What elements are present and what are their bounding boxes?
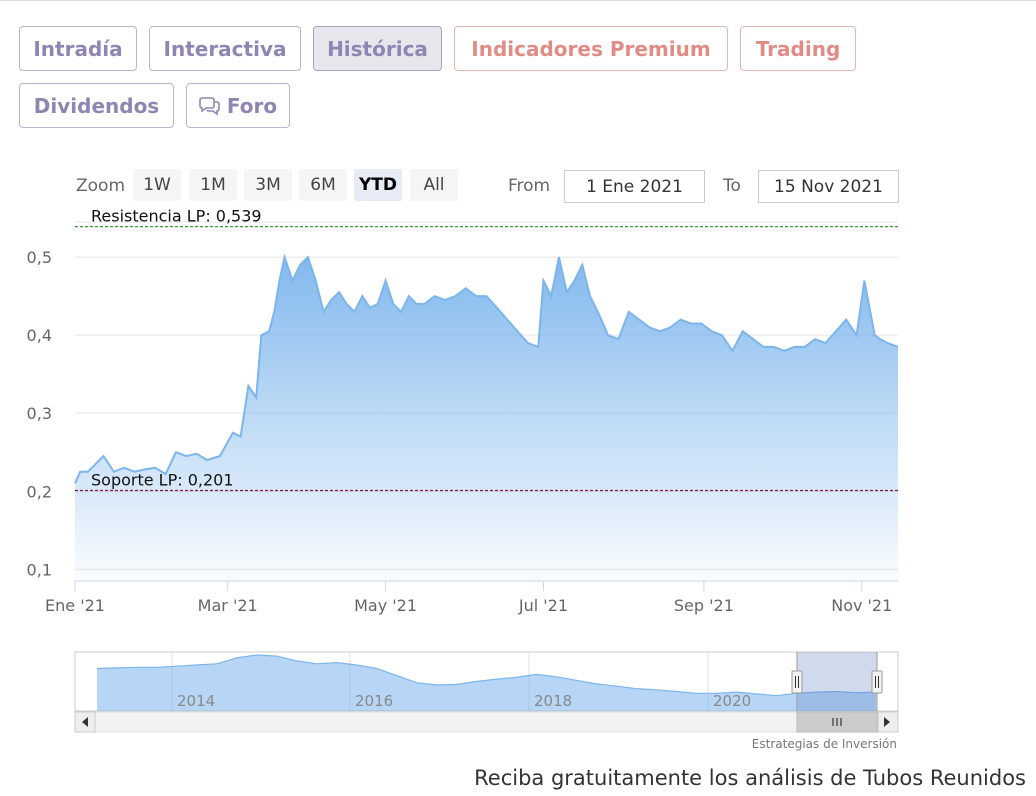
zoom-3m-button[interactable]: 3M bbox=[244, 169, 292, 201]
tab-intradia[interactable]: Intradía bbox=[19, 26, 137, 71]
zoom-1m-button[interactable]: 1M bbox=[189, 169, 237, 201]
navigator-tick-label: 2018 bbox=[534, 692, 572, 710]
to-label: To bbox=[723, 176, 741, 196]
navigator-selection[interactable] bbox=[797, 652, 877, 711]
x-tick-label: Sep '21 bbox=[674, 596, 734, 615]
to-date-input[interactable]: 15 Nov 2021 bbox=[758, 170, 899, 203]
plot-lines: Resistencia LP: 0,539 Soporte LP: 0,201 bbox=[75, 207, 898, 492]
tab-dividendos[interactable]: Dividendos bbox=[19, 83, 174, 128]
zoom-6m-button[interactable]: 6M bbox=[299, 169, 347, 201]
x-tick-label: May '21 bbox=[354, 596, 417, 615]
chat-bubbles-icon bbox=[199, 96, 220, 116]
navigator[interactable]: 2014 2016 2018 2020 bbox=[74, 651, 899, 712]
from-label: From bbox=[508, 176, 551, 196]
x-tick-label: Nov '21 bbox=[831, 596, 892, 615]
tab-indicadores-premium[interactable]: Indicadores Premium bbox=[454, 26, 728, 71]
scroll-right-arrow-icon bbox=[884, 717, 890, 727]
series-line[interactable] bbox=[74, 253, 899, 484]
navigator-tick-label: 2016 bbox=[355, 692, 393, 710]
navigator-tick-label: 2020 bbox=[713, 692, 751, 710]
y-tick-label: 0,4 bbox=[27, 326, 52, 345]
footer-cta-text: Reciba gratuitamente los análisis de Tub… bbox=[474, 766, 1026, 790]
x-tick-label: Ene '21 bbox=[45, 596, 105, 615]
tab-foro[interactable]: Foro bbox=[186, 83, 290, 128]
handle-grip-icon bbox=[795, 676, 799, 688]
resistance-label: Resistencia LP: 0,539 bbox=[91, 207, 262, 226]
y-tick-label: 0,3 bbox=[27, 404, 52, 423]
axes: 0,1 0,2 0,3 0,4 0,5 Ene '21 Mar '21 May '21 Jul … bbox=[27, 248, 898, 615]
navigator-area bbox=[97, 655, 876, 711]
navigator-right-handle[interactable] bbox=[871, 670, 883, 694]
scroll-thumb-grip-icon bbox=[832, 718, 842, 726]
series-area bbox=[74, 253, 899, 581]
zoom-1w-button[interactable]: 1W bbox=[133, 169, 181, 201]
tab-foro-label: Foro bbox=[226, 93, 278, 118]
y-tick-label: 0,5 bbox=[27, 248, 52, 267]
handle-grip-icon bbox=[875, 676, 879, 688]
chart-credit[interactable]: Estrategias de Inversión bbox=[752, 737, 897, 751]
zoom-ytd-button[interactable]: YTD bbox=[354, 169, 402, 201]
from-date-input[interactable]: 1 Ene 2021 bbox=[564, 170, 705, 203]
tab-historica[interactable]: Histórica bbox=[313, 26, 442, 71]
tab-interactiva[interactable]: Interactiva bbox=[149, 26, 301, 71]
x-tick-label: Mar '21 bbox=[198, 596, 258, 615]
top-divider bbox=[0, 0, 1036, 1]
navigator-tick-label: 2014 bbox=[177, 692, 215, 710]
navigator-line bbox=[96, 654, 877, 697]
x-tick-label: Jul '21 bbox=[518, 596, 568, 615]
y-tick-label: 0,2 bbox=[27, 482, 52, 501]
scroll-left-arrow-icon bbox=[82, 717, 88, 727]
y-tick-label: 0,1 bbox=[27, 560, 52, 579]
zoom-label: Zoom bbox=[76, 176, 126, 196]
tab-trading[interactable]: Trading bbox=[740, 26, 856, 71]
support-label: Soporte LP: 0,201 bbox=[91, 470, 234, 489]
scrollbar[interactable] bbox=[74, 711, 899, 733]
navigator-left-handle[interactable] bbox=[791, 670, 803, 694]
zoom-all-button[interactable]: All bbox=[410, 169, 458, 201]
series-area-fill bbox=[75, 257, 898, 581]
